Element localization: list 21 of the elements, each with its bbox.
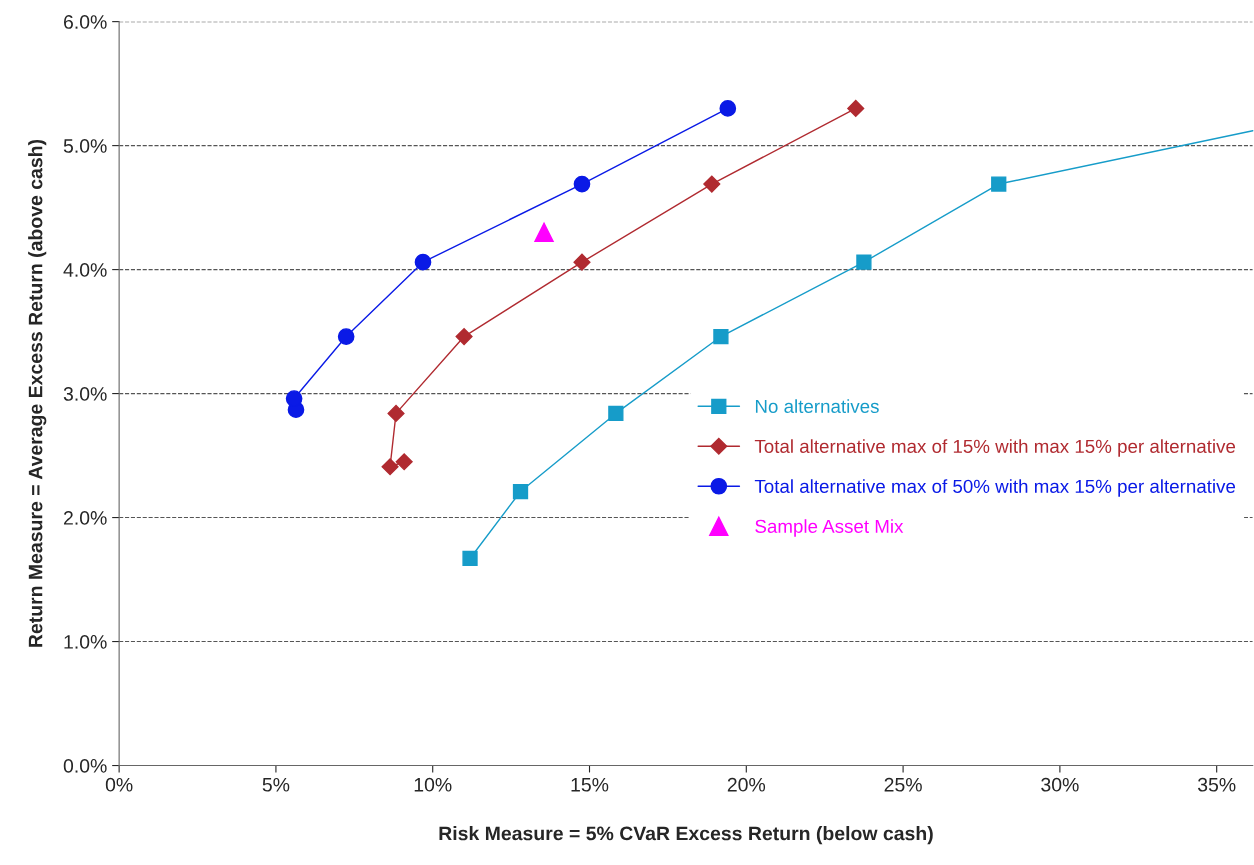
y-tick-label: 6.0% [63,15,107,29]
x-tick-label: 0% [105,777,133,792]
x-tick-label: 10% [414,777,452,792]
legend-label: No alternatives [755,399,879,414]
x-tick-label: 30% [1041,777,1079,792]
x-tick-label: 20% [727,777,766,792]
x-axis-title: Risk Measure = 5% CVaR Excess Return (below cash) [439,826,933,845]
legend-label: Total alternative max of 15% with max 15% per alternative [754,439,1236,457]
x-tick-label: 15% [571,777,609,792]
y-tick-label: 5.0% [63,139,107,153]
y-axis-title: Return Measure = Average Excess Return (above cash) [28,139,47,647]
y-tick-label: 4.0% [63,263,107,277]
x-tick-label: 5% [262,777,290,792]
legend-label: Total alternative max of 50% with max 15% per alternative [754,479,1236,497]
legend-label: Sample Asset Mix [755,519,904,537]
y-tick-label: 3.0% [63,387,107,401]
y-tick-label: 1.0% [64,635,107,649]
y-tick-label: 0.0% [63,758,107,773]
x-tick-label: 25% [884,777,922,792]
x-tick-label: 35% [1197,777,1236,792]
y-tick-label: 2.0% [63,511,107,525]
